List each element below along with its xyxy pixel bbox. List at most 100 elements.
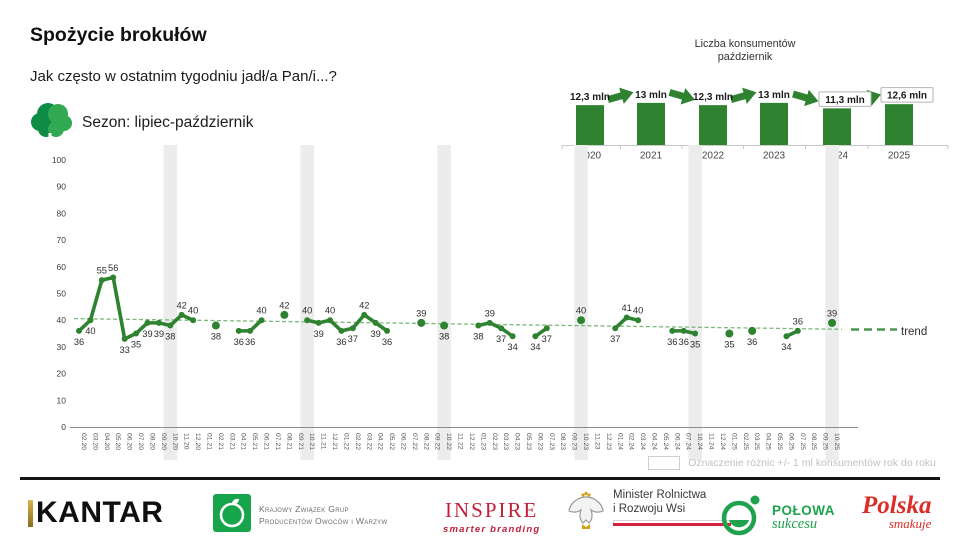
x-axis-label: 10.22 [445, 433, 452, 450]
data-point [315, 319, 322, 326]
data-point-label: 36 [793, 316, 803, 326]
x-axis-label: 12.21 [331, 433, 338, 450]
x-axis-label: 01.21 [206, 433, 213, 450]
data-point-label: 37 [348, 334, 358, 344]
footnote-text: Oznaczenie różnic +/- 1 ml konsumentów r… [688, 457, 936, 469]
x-axis-label: 04.24 [651, 433, 658, 450]
x-axis-label: 05.24 [662, 433, 669, 450]
data-point-label: 34 [507, 342, 517, 352]
line-chart-svg: 0 10 20 30 40 50 60 70 80 90 100 02.20 03.20 04.20 05.… [52, 145, 897, 460]
x-axis-label: 03.20 [91, 433, 98, 450]
arrow-up-icon [730, 87, 757, 104]
data-point [76, 327, 82, 334]
x-axis-label: 12.23 [605, 433, 612, 450]
kzg-logo: Krajowy Związek Grup Producentów Owoców … [213, 494, 387, 537]
x-axis-label: 11.23 [593, 433, 600, 450]
data-point-label: 35 [724, 340, 734, 350]
y-axis-label: 30 [57, 342, 67, 352]
data-point-label: 37 [542, 334, 552, 344]
x-axis-label: 12.22 [468, 433, 475, 450]
x-axis-label: 09.25 [822, 433, 829, 450]
data-point-label: 36 [234, 337, 244, 347]
data-point [87, 317, 94, 324]
october-highlight-band [574, 145, 588, 460]
data-point-label: 39 [416, 308, 426, 318]
data-point [612, 325, 619, 332]
x-axis-label: 02.20 [80, 433, 87, 450]
x-axis-label: 09.22 [434, 433, 441, 450]
bar-value-label: 12,3 mln [570, 92, 610, 103]
inspire-logo-tagline: smarter branding [443, 524, 541, 535]
data-point [349, 325, 356, 332]
data-point-label: 36 [74, 337, 84, 347]
data-point-label: 35 [690, 340, 700, 350]
data-point [98, 277, 105, 284]
data-point-label: 38 [211, 332, 221, 342]
x-axis-label: 06.24 [673, 433, 680, 450]
data-point [155, 319, 162, 326]
kzg-logo-text: Krajowy Związek Grup Producentów Owoców … [259, 504, 388, 526]
data-point [532, 333, 539, 340]
x-axis-label: 07.23 [548, 433, 555, 450]
consumer-bar [760, 102, 788, 145]
x-axis-label: 01.25 [730, 433, 737, 450]
data-point [190, 317, 197, 324]
x-axis-label: 02.22 [354, 433, 361, 450]
data-point-label: 36 [382, 337, 392, 347]
trend-label: trend [901, 326, 928, 338]
data-point-label: 56 [108, 263, 118, 273]
x-axis-label: 03.22 [365, 433, 372, 450]
data-point-label: 37 [610, 334, 620, 344]
x-axis-label: 03.24 [639, 433, 646, 450]
data-point-label: 40 [576, 306, 586, 316]
y-axis-label: 80 [57, 208, 67, 218]
consumption-line [476, 321, 515, 339]
year-label: 2020 [579, 151, 602, 162]
data-point [680, 327, 687, 334]
data-point [577, 316, 586, 325]
data-point [623, 314, 630, 321]
polish-eagle-icon [566, 489, 606, 538]
data-point [475, 322, 482, 329]
x-axis-label: 11.21 [320, 433, 327, 450]
kantar-logo: KANTAR [28, 496, 163, 530]
arrow-down-icon [668, 88, 695, 105]
consumer-bar [699, 105, 727, 145]
data-point [133, 330, 140, 337]
data-point [828, 318, 837, 327]
data-point-label: 34 [781, 342, 791, 352]
data-point-label: 36 [336, 337, 346, 347]
data-point [280, 310, 289, 319]
x-axis-label: 04.25 [765, 433, 772, 450]
x-axis-label: 11.20 [183, 433, 190, 450]
data-point-label: 34 [530, 342, 540, 352]
x-axis-label: 04.21 [240, 433, 247, 450]
x-axis-label: 03.21 [228, 433, 235, 450]
inspire-logo-text: INSPIRE [444, 498, 539, 522]
x-axis-label: 05.21 [251, 433, 258, 450]
x-axis-label: 04.23 [514, 433, 521, 450]
survey-question-subtitle: Jak często w ostatnim tygodniu jadł/a Pa… [30, 68, 337, 85]
october-highlight-band [688, 145, 702, 460]
data-point [304, 317, 311, 324]
x-axis-label: 07.25 [799, 433, 806, 450]
data-point [440, 321, 449, 330]
x-axis-label: 06.23 [536, 433, 543, 450]
data-point-label: 33 [119, 345, 129, 355]
x-axis-label: 07.22 [411, 433, 418, 450]
x-axis-label: 10.20 [171, 433, 178, 450]
x-axis-label: 07.21 [274, 433, 281, 450]
trend-line [73, 317, 843, 330]
bar-value-label: 11,3 mln [825, 95, 864, 106]
bar-value-label: 13 mln [635, 90, 667, 101]
data-point-label: 36 [667, 337, 677, 347]
x-axis-label: 10.21 [308, 433, 315, 450]
x-axis-label: 09.21 [297, 433, 304, 450]
data-point [669, 327, 676, 334]
data-point-label: 41 [622, 303, 632, 313]
x-axis-label: 10.24 [696, 433, 703, 450]
x-axis-label: 12.24 [719, 433, 726, 450]
x-axis-label: 08.21 [285, 433, 292, 450]
footer-divider [20, 477, 940, 480]
